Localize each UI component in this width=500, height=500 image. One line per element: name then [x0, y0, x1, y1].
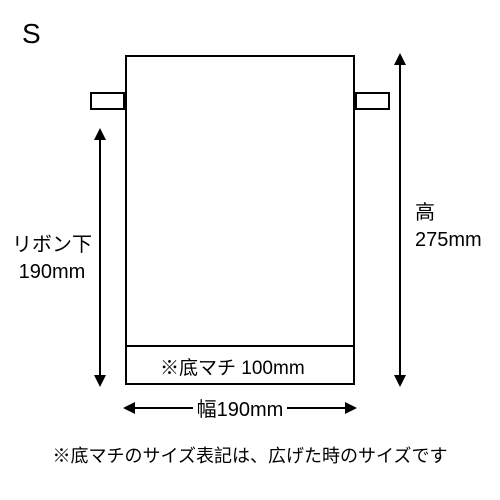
gusset-value: 100mm — [241, 358, 304, 379]
gusset-line — [127, 345, 353, 347]
gusset-label: ※底マチ 100mm — [160, 356, 305, 382]
ribbon-left — [90, 92, 125, 110]
height-label: 高 275mm — [415, 200, 482, 254]
size-letter: S — [22, 18, 41, 50]
below-ribbon-label-top: リボン下 — [12, 232, 92, 259]
below-ribbon-arrow-line — [99, 135, 101, 380]
below-ribbon-label-value: 190mm — [12, 259, 92, 286]
below-ribbon-label: リボン下 190mm — [12, 232, 92, 286]
width-value: 190mm — [217, 399, 284, 421]
width-label: 幅190mm — [0, 397, 480, 424]
gusset-prefix: ※底マチ — [160, 358, 236, 379]
height-arrow-line — [399, 60, 401, 380]
height-label-value: 275mm — [415, 227, 482, 254]
below-ribbon-arrow-head-up — [94, 128, 106, 140]
footnote: ※底マチのサイズ表記は、広げた時のサイズです — [0, 442, 500, 468]
height-arrow-head-up — [394, 53, 406, 65]
height-label-top: 高 — [415, 200, 482, 227]
ribbon-right — [355, 92, 390, 110]
height-arrow-head-down — [394, 375, 406, 387]
bag-outline — [125, 55, 355, 385]
diagram-canvas: S 高 275mm リボン下 190mm ※底マチ 100mm 幅190mm ※… — [0, 0, 500, 500]
below-ribbon-arrow-head-down — [94, 375, 106, 387]
width-prefix: 幅 — [197, 399, 217, 421]
